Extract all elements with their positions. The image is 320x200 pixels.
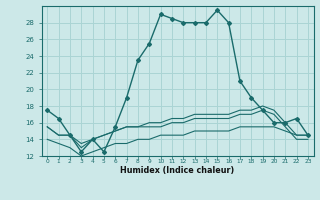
X-axis label: Humidex (Indice chaleur): Humidex (Indice chaleur) [120, 166, 235, 175]
